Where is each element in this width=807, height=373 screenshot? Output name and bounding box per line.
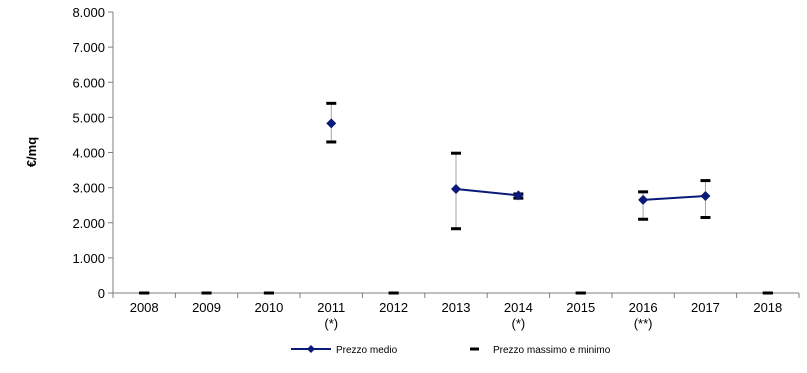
legend: Prezzo medio Prezzo massimo e minimo	[291, 345, 611, 356]
y-tick-label: 6.000	[72, 75, 105, 90]
x-tick-note: (*)	[324, 316, 338, 331]
line-series	[326, 118, 711, 205]
x-tick-label: 2013	[442, 300, 471, 315]
x-tick-label: 2015	[566, 300, 595, 315]
x-tick-note: (**)	[634, 316, 653, 331]
data-point-diamond	[700, 191, 711, 202]
legend-item-prezzo-massimo-minimo: Prezzo massimo e minimo	[470, 345, 611, 356]
legend-swatch-diamond	[307, 345, 315, 353]
legend-label-prezzo-medio: Prezzo medio	[336, 345, 398, 356]
data-point-diamond	[513, 190, 524, 201]
y-tick-label: 2.000	[72, 216, 105, 231]
x-tick-label: 2016	[629, 300, 658, 315]
y-ticks: 0 1.000 2.000 3.000 4.000 5.000 6.000 7.000 8.00…	[72, 5, 113, 301]
y-axis-title: €/mq	[24, 137, 39, 167]
y-tick-label: 1.000	[72, 251, 105, 266]
y-tick-label: 0	[98, 286, 105, 301]
y-tick-label: 7.000	[72, 40, 105, 55]
y-tick-label: 5.000	[72, 110, 105, 125]
legend-item-prezzo-medio: Prezzo medio	[291, 345, 398, 356]
x-tick-label: 2018	[753, 300, 782, 315]
data-point-diamond	[638, 194, 649, 205]
x-tick-label: 2014	[504, 300, 533, 315]
y-tick-label: 3.000	[72, 181, 105, 196]
line-segment	[643, 195, 706, 201]
line-segment	[455, 188, 519, 197]
x-tick-label: 2010	[254, 300, 283, 315]
y-tick-label: 4.000	[72, 146, 105, 161]
y-tick-label: 8.000	[72, 5, 105, 20]
x-tick-label: 2012	[379, 300, 408, 315]
x-tick-label: 2009	[192, 300, 221, 315]
legend-label-prezzo-massimo-minimo: Prezzo massimo e minimo	[493, 345, 611, 356]
x-ticks: 2008 2009 2010 2011(*)2012 2013 2014(*)2015 20…	[112, 293, 800, 331]
x-tick-label: 2011	[317, 300, 345, 315]
data-point-diamond	[451, 184, 461, 195]
x-tick-label: 2008	[130, 300, 159, 315]
data-point-diamond	[326, 118, 337, 129]
x-tick-label: 2017	[691, 300, 720, 315]
x-tick-note: (*)	[512, 316, 526, 331]
